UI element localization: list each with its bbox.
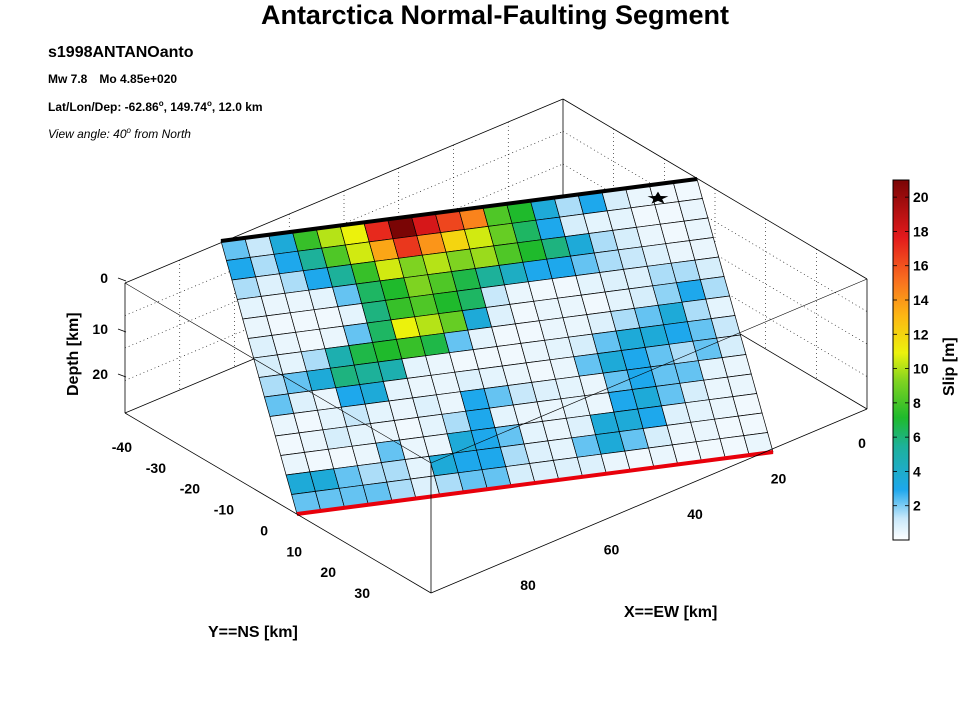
slip-cell bbox=[678, 198, 709, 222]
fault-slip-grid bbox=[220, 178, 774, 515]
colorbar-tick-label: 20 bbox=[913, 189, 929, 205]
y-tick-label: -30 bbox=[146, 460, 166, 476]
magnitude-line: Mw 7.8 Mo 4.85e+020 bbox=[48, 72, 177, 86]
slip-cell bbox=[683, 217, 714, 241]
slip-cell bbox=[737, 412, 769, 436]
box-edge bbox=[430, 278, 868, 464]
degree-symbol: o bbox=[158, 99, 164, 108]
lat-value: Lat/Lon/Dep: -62.86 bbox=[48, 100, 159, 114]
view-angle-line: View angle: 40o from North bbox=[48, 126, 191, 141]
grid-line bbox=[562, 131, 868, 312]
colorbar-gradient bbox=[892, 179, 910, 541]
z-tick-label: 10 bbox=[92, 321, 108, 337]
event-id: s1998ANTANOanto bbox=[48, 44, 194, 61]
y-axis-label: Y==NS [km] bbox=[208, 624, 298, 641]
box-edge bbox=[430, 408, 868, 594]
z-tick-mark bbox=[117, 277, 127, 282]
slip-cell bbox=[732, 393, 763, 417]
hypocenter-star-icon bbox=[647, 191, 669, 204]
z-tick-label: 0 bbox=[100, 270, 108, 286]
z-tick-mark bbox=[117, 373, 127, 378]
x-tick-label: 60 bbox=[604, 542, 620, 558]
x-tick-label: 0 bbox=[858, 435, 866, 451]
slip-cell bbox=[710, 315, 741, 339]
location-line: Lat/Lon/Dep: -62.86o, 149.74o, 12.0 km bbox=[48, 99, 263, 114]
box-edge bbox=[124, 282, 432, 464]
chart-title: Antarctica Normal-Faulting Segment bbox=[260, 0, 730, 30]
fault-top-edge bbox=[220, 177, 698, 243]
view-angle-suffix: from North bbox=[130, 127, 191, 141]
fault-edges bbox=[220, 177, 774, 516]
colorbar-tick-label: 10 bbox=[913, 361, 929, 377]
degree-symbol: o bbox=[206, 99, 212, 108]
fault-bottom-edge bbox=[296, 450, 774, 516]
view-angle-text: View angle: 40 bbox=[48, 127, 127, 141]
y-tick-label: 30 bbox=[354, 585, 370, 601]
slip-cell bbox=[721, 354, 752, 378]
degree-symbol: o bbox=[126, 126, 131, 135]
colorbar-tick-label: 2 bbox=[913, 498, 921, 514]
colorbar-tick-label: 12 bbox=[913, 326, 929, 342]
depth-value: , 12.0 km bbox=[211, 100, 263, 114]
slip-cell bbox=[694, 256, 725, 280]
x-tick-label: 40 bbox=[687, 506, 703, 522]
slip-cell bbox=[705, 295, 736, 319]
colorbar-label: Slip [m] bbox=[941, 337, 958, 396]
colorbar-tick-label: 14 bbox=[913, 292, 929, 308]
mw-value: Mw 7.8 bbox=[48, 72, 88, 86]
colorbar-tick-label: 16 bbox=[913, 258, 929, 274]
slip-cell bbox=[689, 237, 720, 261]
colorbar-tick-label: 8 bbox=[913, 395, 921, 411]
y-tick-label: 20 bbox=[320, 564, 336, 580]
lon-value: , 149.74 bbox=[163, 100, 207, 114]
axes-box-front bbox=[124, 278, 868, 594]
slip-cell bbox=[699, 276, 731, 300]
z-tick-mark bbox=[117, 328, 127, 333]
x-axis-label: X==EW [km] bbox=[624, 604, 717, 621]
x-tick-label: 20 bbox=[771, 471, 787, 487]
y-tick-label: 0 bbox=[260, 522, 268, 538]
axis-ticks: 0 10 20 -40 -30 -20 -10 0 10 20 30 0 20 40 60 80 bbox=[92, 270, 866, 601]
y-tick-label: -20 bbox=[180, 481, 200, 497]
colorbar-tick-label: 6 bbox=[913, 429, 921, 445]
x-tick-label: 80 bbox=[520, 577, 536, 593]
z-axis-label: Depth [km] bbox=[65, 312, 82, 396]
y-tick-label: -10 bbox=[214, 502, 234, 518]
slip-cell bbox=[727, 373, 758, 397]
colorbar-ticks: 2 4 6 8 10 12 14 16 18 20 bbox=[893, 189, 929, 514]
slip-cell bbox=[716, 334, 747, 358]
hypocenter-star bbox=[647, 191, 669, 204]
colorbar-tick-label: 18 bbox=[913, 223, 929, 239]
mo-value: Mo 4.85e+020 bbox=[99, 72, 178, 86]
y-tick-label: -40 bbox=[112, 439, 132, 455]
z-tick-label: 20 bbox=[92, 366, 108, 382]
colorbar: 2 4 6 8 10 12 14 16 18 20 Slip [m] bbox=[892, 179, 958, 541]
box-edge bbox=[124, 412, 432, 594]
y-tick-label: 10 bbox=[286, 543, 302, 559]
colorbar-tick-label: 4 bbox=[913, 463, 921, 479]
